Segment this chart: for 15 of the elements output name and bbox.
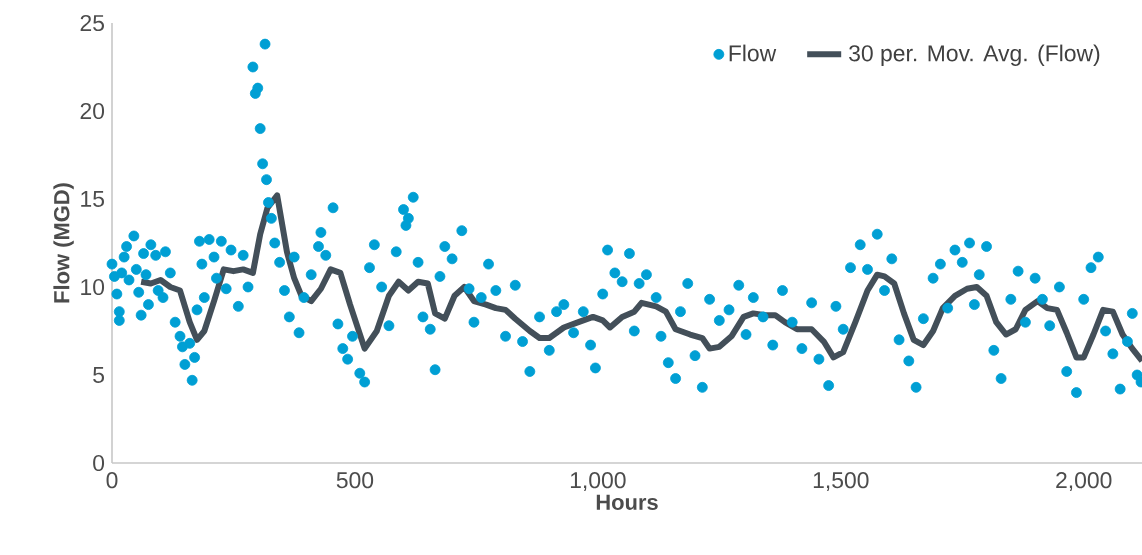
y-tick-label: 5 — [93, 367, 104, 383]
x-tick-label: 500 — [336, 472, 374, 489]
legend-label: 30 per. Mov. Avg. (Flow) — [849, 44, 1100, 66]
legend-label: Flow — [729, 44, 777, 62]
y-tick-label: 10 — [81, 278, 105, 296]
y-axis-title: Flow (MGD) — [53, 183, 74, 303]
y-tick-label: 20 — [80, 102, 105, 120]
x-tick-label: 1,500 — [813, 472, 869, 491]
x-axis-title: Hours — [596, 494, 658, 510]
y-tick-label: 25 — [80, 14, 104, 32]
x-tick-label: 0 — [106, 472, 118, 489]
x-tick-label: 1,000 — [570, 472, 626, 491]
y-tick-label: 0 — [93, 454, 105, 472]
x-tick-label: 2,000 — [1056, 472, 1112, 491]
y-tick-label: 15 — [81, 191, 104, 207]
